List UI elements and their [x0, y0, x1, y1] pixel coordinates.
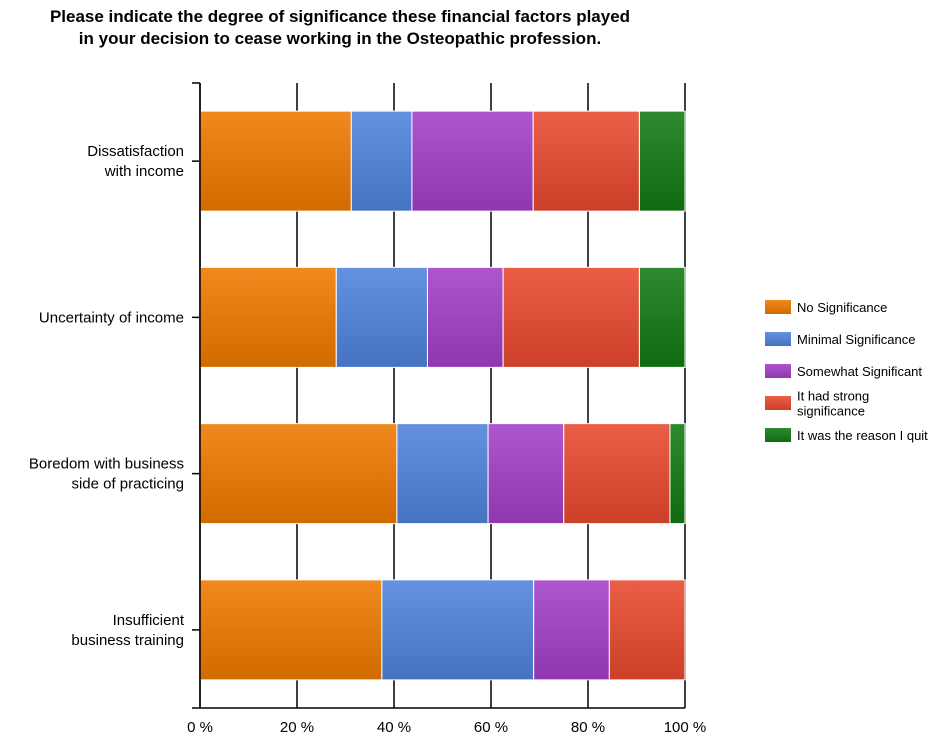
category-label: Dissatisfaction	[87, 143, 184, 160]
bar-0-no-significance	[199, 110, 352, 212]
bar-3-minimal-significance	[381, 579, 535, 681]
x-tick-label: 60 %	[474, 719, 508, 736]
x-tick-label: 20 %	[280, 719, 314, 736]
legend: No Significance Minimal Significance Somew…	[765, 300, 928, 443]
legend-label-0: No Significance	[797, 300, 887, 315]
bar-0-somewhat-significant	[411, 110, 534, 212]
category-label: Uncertainty of income	[39, 309, 184, 326]
legend-swatch-4	[765, 428, 791, 442]
axes: Dissatisfaction with income Uncertainty of…	[29, 82, 707, 736]
bar-2-minimal-significance	[396, 423, 489, 525]
category-label: Boredom with business	[29, 456, 184, 473]
chart-title-line-2: in your decision to cease working in the…	[78, 29, 602, 48]
bar-1-no-significance	[199, 266, 337, 368]
bar-3-no-significance	[199, 579, 383, 681]
category-label: business training	[71, 632, 184, 649]
bar-2-it-had-strong-significance	[563, 423, 671, 525]
bar-0-it-had-strong-significance	[532, 110, 640, 212]
bar-1-minimal-significance	[335, 266, 428, 368]
chart-title-line-1: Please indicate the degree of significan…	[49, 7, 631, 26]
bars	[199, 110, 686, 681]
legend-swatch-0	[765, 300, 791, 314]
bar-1-it-was-the-reason-i-quit	[638, 266, 686, 368]
legend-label-2: Somewhat Significant	[797, 364, 922, 379]
x-tick-label: 40 %	[377, 719, 411, 736]
bar-2-no-significance	[199, 423, 398, 525]
category-label: side of practicing	[71, 476, 184, 493]
bar-2-it-was-the-reason-i-quit	[669, 423, 686, 525]
legend-label-3: significance	[797, 404, 865, 419]
category-label: with income	[104, 163, 184, 180]
bar-2-somewhat-significant	[487, 423, 565, 525]
chart-title: Please indicate the degree of significan…	[0, 6, 680, 50]
legend-swatch-3	[765, 396, 791, 410]
legend-label-1: Minimal Significance	[797, 332, 916, 347]
legend-swatch-1	[765, 332, 791, 346]
bar-3-it-had-strong-significance	[608, 579, 686, 681]
x-tick-label: 80 %	[571, 719, 605, 736]
x-tick-label: 0 %	[187, 719, 213, 736]
category-label: Insufficient	[113, 612, 185, 629]
legend-swatch-2	[765, 364, 791, 378]
x-tick-label: 100 %	[664, 719, 707, 736]
legend-label-4: It was the reason I quit	[797, 428, 928, 443]
bar-0-it-was-the-reason-i-quit	[638, 110, 686, 212]
bar-0-minimal-significance	[350, 110, 413, 212]
bar-1-somewhat-significant	[426, 266, 504, 368]
legend-label-3: It had strong	[797, 389, 869, 404]
bar-1-it-had-strong-significance	[502, 266, 640, 368]
bar-3-somewhat-significant	[533, 579, 610, 681]
